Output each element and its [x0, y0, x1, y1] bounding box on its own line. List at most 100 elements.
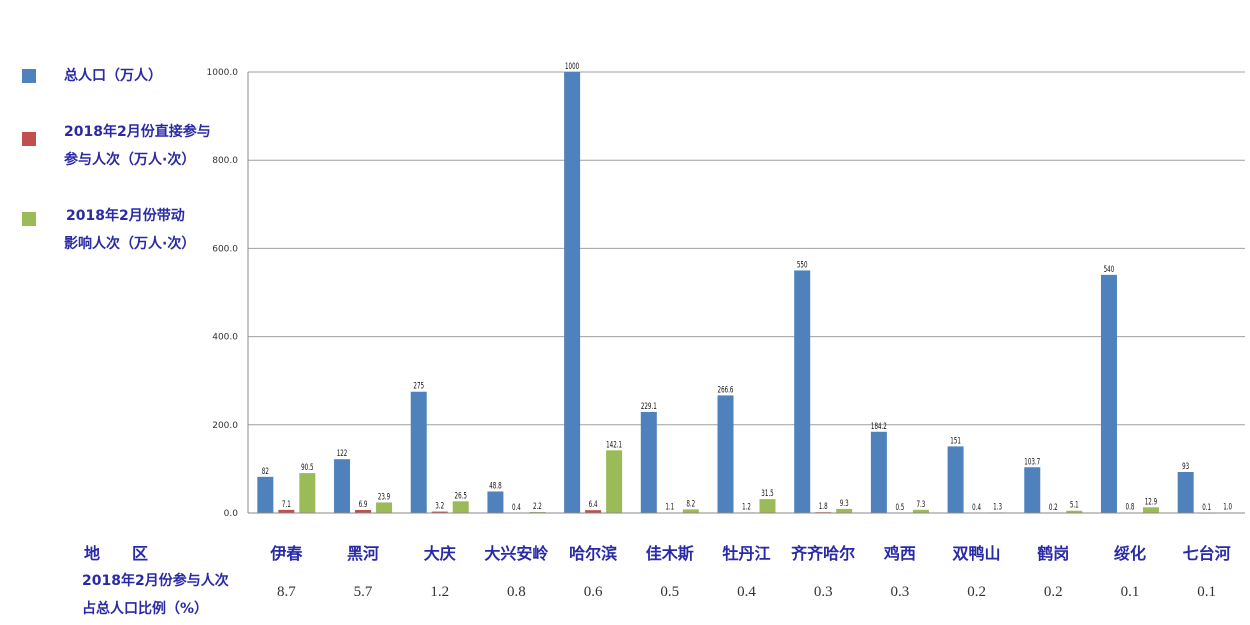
ratio-value: 0.1: [1197, 584, 1217, 600]
bar-data-label: 184.2: [871, 420, 887, 431]
category-label: 佳木斯: [645, 544, 694, 563]
bar-series-1: [410, 391, 427, 513]
bar-series-3: [1066, 510, 1083, 513]
bar-series-3: [682, 509, 699, 513]
bar-data-label: 26.5: [455, 490, 468, 501]
bar-series-1: [564, 72, 581, 513]
bar-data-label: 122: [337, 448, 348, 459]
bar-data-label: 7.3: [916, 498, 925, 509]
y-tick-label: 400.0: [212, 333, 238, 343]
category-label: 七台河: [1182, 544, 1231, 563]
bar-data-label: 1.0: [1223, 501, 1232, 512]
y-axis-ticks: 0.0 200.0 400.0 600.0 800.0 1000.0: [207, 68, 239, 519]
bar-series-1: [640, 411, 657, 513]
bar-data-label: 142.1: [606, 439, 622, 450]
bar-data-label: 0.4: [972, 501, 981, 512]
bar-series-1: [334, 459, 351, 513]
bar-series-1: [487, 491, 504, 513]
category-label: 鹤岗: [1037, 544, 1070, 563]
legend-label-direct-line2: 参与人次（万人·次）: [64, 152, 196, 168]
ratio-value: 5.7: [353, 584, 373, 600]
bar-series-3: [759, 499, 776, 513]
category-label: 牡丹江: [722, 544, 771, 563]
ratio-value: 0.4: [737, 584, 756, 600]
ratio-value: 0.8: [507, 584, 526, 600]
ratio-value: 0.1: [1120, 584, 1140, 600]
bar-data-label: 6.4: [589, 499, 598, 510]
bar-data-label: 151: [950, 435, 961, 446]
y-tick-label: 0.0: [224, 509, 239, 519]
bar-series-2: [355, 509, 372, 513]
ratio-header-line1: 2018年2月份参与人次: [82, 573, 229, 589]
bar-series-1: [1100, 274, 1117, 513]
bar-data-label: 2.2: [533, 501, 542, 512]
bar-series-3: [376, 502, 393, 513]
ratio-value: 1.2: [430, 584, 450, 600]
bar-series-3: [836, 508, 853, 513]
bar-data-label: 90.5: [301, 462, 314, 473]
bar-series-3: [299, 473, 316, 513]
bar-data-label: 82: [262, 465, 269, 476]
category-label: 双鸭山: [952, 544, 1001, 563]
bar-data-labels: 82 122 275 48.8 1000 229.1 266.6 550 184.2 151 103…: [262, 61, 1232, 513]
bar-data-label: 5.1: [1070, 499, 1079, 510]
ratio-value: 0.2: [1043, 584, 1063, 600]
bar-data-label: 0.4: [512, 501, 521, 512]
bar-series-1: [1024, 467, 1041, 513]
category-label: 伊春: [270, 544, 303, 563]
category-label: 黑河: [347, 544, 380, 563]
y-tick-label: 600.0: [212, 244, 238, 254]
bar-data-label: 0.8: [1126, 501, 1135, 512]
ratio-value: 0.3: [813, 584, 833, 600]
bar-data-label: 7.1: [282, 498, 291, 509]
bar-data-label: 0.2: [1049, 501, 1058, 512]
bar-series-1: [717, 395, 734, 513]
legend-label-direct-line1: 2018年2月份直接参与: [64, 124, 211, 140]
bar-data-label: 48.8: [489, 480, 502, 491]
category-label: 鸡西: [883, 544, 916, 563]
bar-data-label: 103.7: [1024, 456, 1040, 467]
bar-series-1: [794, 270, 811, 513]
category-label: 齐齐哈尔: [791, 544, 856, 563]
category-label: 大兴安岭: [484, 544, 549, 563]
legend-label-driven-line1: 2018年2月份带动: [66, 208, 185, 224]
ratio-value: 8.7: [276, 584, 296, 600]
gridlines: [248, 71, 1245, 426]
bar-data-label: 8.2: [686, 498, 695, 509]
bar-data-label: 23.9: [378, 491, 391, 502]
bar-data-label: 93: [1182, 461, 1189, 472]
bar-data-label: 0.1: [1202, 502, 1211, 513]
bar-data-label: 1.8: [819, 501, 828, 512]
bar-data-label: 229.1: [641, 401, 657, 412]
bar-series-2: [431, 511, 448, 513]
ratio-value: 0.5: [660, 584, 680, 600]
bar-data-label: 6.9: [359, 499, 368, 510]
y-tick-label: 800.0: [212, 156, 238, 166]
bar-series-1: [1177, 471, 1194, 513]
bar-data-label: 550: [797, 259, 808, 270]
bar-series-1: [870, 431, 887, 513]
category-label: 哈尔滨: [569, 544, 618, 563]
bar-series-3: [606, 450, 623, 513]
region-header: 地 区: [84, 544, 149, 563]
legend-label-population: 总人口（万人）: [64, 68, 162, 84]
bar-data-label: 31.5: [761, 488, 774, 499]
bar-data-label: 0.5: [895, 501, 904, 512]
y-tick-label: 200.0: [212, 421, 238, 431]
ratio-value: 0.6: [583, 584, 603, 600]
bar-data-label: 1.2: [742, 501, 751, 512]
bar-data-label: 3.2: [435, 500, 444, 511]
bar-data-label: 12.9: [1145, 496, 1158, 507]
bar-data-label: 9.3: [840, 497, 849, 508]
ratio-value: 0.3: [890, 584, 910, 600]
ratio-header-line2: 占总人口比例（%）: [82, 601, 209, 617]
bar-data-label: 1.1: [665, 501, 674, 512]
bar-data-label: 1.3: [993, 501, 1002, 512]
bar-series-1: [947, 446, 964, 513]
bar-data-label: 1000: [565, 61, 579, 72]
bar-data-label: 266.6: [718, 384, 734, 395]
bar-data-label: 540: [1104, 263, 1115, 274]
category-label: 绥化: [1113, 544, 1146, 563]
legend-swatch-population: [22, 69, 36, 83]
